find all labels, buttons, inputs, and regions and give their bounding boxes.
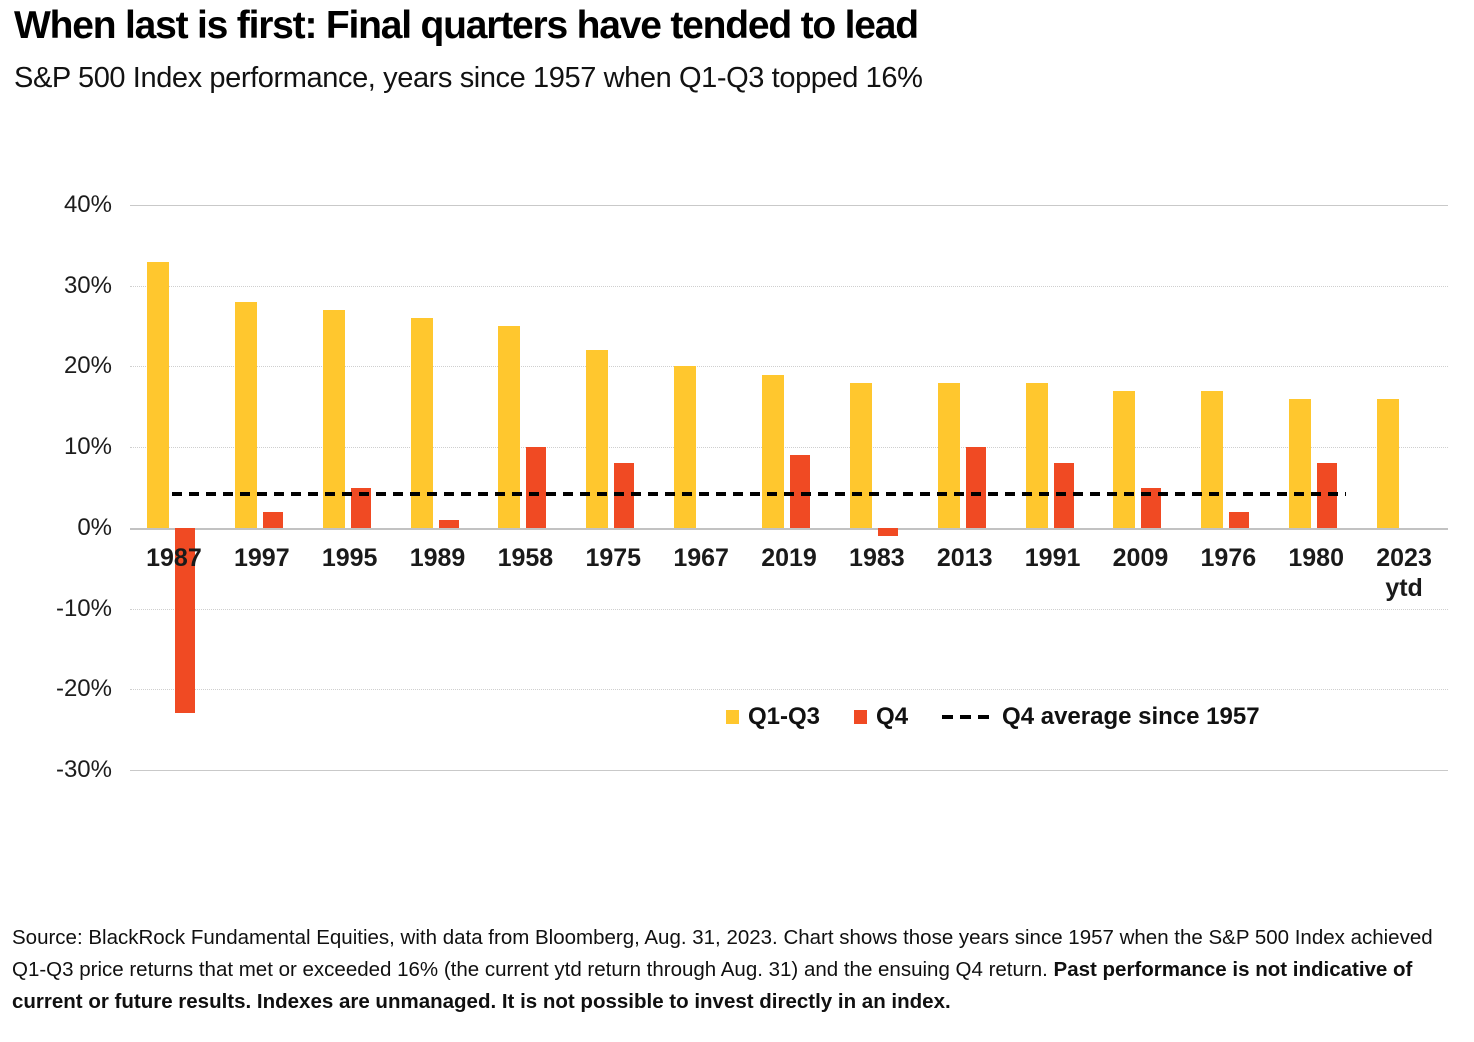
bar-q4-1997 bbox=[262, 511, 283, 528]
bar-q1q3-1989 bbox=[410, 318, 433, 528]
gridline-20 bbox=[130, 366, 1448, 368]
gridline-0 bbox=[130, 527, 1448, 530]
legend-label-q4-average: Q4 average since 1957 bbox=[1002, 703, 1260, 730]
page-subtitle: S&P 500 Index performance, years since 1… bbox=[14, 62, 923, 94]
gridline-10 bbox=[130, 447, 1448, 449]
y-axis-label-10: 10% bbox=[63, 433, 112, 461]
x-axis-label-1958: 1958 bbox=[497, 543, 554, 572]
legend-item-q1q3: Q1-Q3 bbox=[726, 703, 820, 731]
bar-q1q3-1958 bbox=[498, 326, 521, 528]
bar-q1q3-1967 bbox=[674, 366, 697, 528]
bar-q1q3-2019 bbox=[762, 374, 784, 528]
bar-q1q3-1987 bbox=[146, 261, 169, 528]
bar-q1q3-1983 bbox=[849, 382, 872, 528]
q4-swatch-icon bbox=[854, 710, 868, 724]
x-axis-label-2013: 2013 bbox=[936, 543, 993, 572]
chart-legend: Q1-Q3 Q4 Q4 average since 1957 bbox=[726, 703, 1260, 731]
y-axis-label-40: 40% bbox=[63, 191, 112, 218]
bar-q1q3-2023 bbox=[1377, 398, 1400, 528]
bar-q1q3-2013 bbox=[937, 382, 960, 528]
bar-q4-1976 bbox=[1229, 511, 1250, 528]
x-axis-label-1991: 1991 bbox=[1024, 543, 1081, 572]
x-axis-label-1995: 1995 bbox=[321, 543, 378, 572]
bar-q1q3-2009 bbox=[1113, 390, 1136, 528]
bar-q4-1995 bbox=[350, 487, 371, 528]
bar-q1q3-1980 bbox=[1289, 398, 1312, 528]
source-text-normal: Source: BlackRock Fundamental Equities, … bbox=[12, 926, 1433, 981]
legend-label-q1q3: Q1-Q3 bbox=[748, 703, 821, 730]
gridline--10 bbox=[130, 608, 1448, 610]
bar-q4-1983 bbox=[877, 527, 898, 536]
x-axis-label-2019: 2019 bbox=[761, 543, 817, 572]
x-axis-label-2009: 2009 bbox=[1112, 543, 1169, 572]
y-axis-label-30: 30% bbox=[63, 271, 112, 299]
bar-chart: Q1-Q3 Q4 Q4 average since 1957 40% 30% 20%… bbox=[0, 190, 1474, 902]
source-text-bold: Past performance is not indicative of cu… bbox=[12, 958, 1413, 1013]
x-axis-label-1987: 1987 bbox=[146, 543, 202, 572]
q4-average-line bbox=[172, 491, 1346, 496]
y-axis-label--10: -10% bbox=[55, 594, 112, 622]
gridline-40 bbox=[130, 205, 1448, 206]
x-axis-label-1983: 1983 bbox=[849, 543, 905, 572]
legend-label-q4: Q4 bbox=[876, 703, 909, 730]
gridline-30 bbox=[130, 285, 1448, 287]
bar-q4-1989 bbox=[438, 519, 459, 528]
bar-q4-1987 bbox=[174, 527, 195, 714]
x-axis-label-1975: 1975 bbox=[585, 543, 642, 572]
gridline--30 bbox=[130, 770, 1448, 771]
x-axis-label-1989: 1989 bbox=[409, 543, 466, 572]
x-axis-label-1976: 1976 bbox=[1200, 543, 1257, 572]
bar-q4-2013 bbox=[965, 447, 986, 528]
x-axis-label-2023: 2023 ytd bbox=[1376, 543, 1432, 602]
bar-q1q3-1976 bbox=[1201, 390, 1224, 528]
y-axis-label--30: -30% bbox=[55, 756, 112, 783]
y-axis-label-0: 0% bbox=[77, 513, 112, 541]
bar-q1q3-1997 bbox=[234, 301, 257, 528]
source-text: Source: BlackRock Fundamental Equities, … bbox=[12, 922, 1442, 1018]
y-axis-label-20: 20% bbox=[63, 352, 112, 380]
dashed-line-icon bbox=[942, 715, 993, 719]
legend-item-q4-average: Q4 average since 1957 bbox=[942, 703, 1260, 731]
bar-q4-1958 bbox=[526, 447, 547, 528]
x-axis-label-1997: 1997 bbox=[233, 543, 290, 572]
bar-q1q3-1995 bbox=[322, 309, 345, 528]
page-title: When last is first: Final quarters have … bbox=[14, 4, 919, 47]
bar-q4-2009 bbox=[1141, 487, 1162, 528]
gridline--20 bbox=[130, 689, 1448, 691]
q1q3-swatch-icon bbox=[726, 710, 739, 724]
bar-q1q3-1975 bbox=[586, 350, 609, 528]
bar-q4-2019 bbox=[790, 455, 810, 528]
x-axis-label-1967: 1967 bbox=[673, 543, 729, 572]
y-axis-label--20: -20% bbox=[55, 675, 112, 703]
legend-item-q4: Q4 bbox=[854, 703, 908, 731]
bar-q1q3-1991 bbox=[1025, 382, 1048, 528]
x-axis-label-1980: 1980 bbox=[1288, 543, 1344, 572]
